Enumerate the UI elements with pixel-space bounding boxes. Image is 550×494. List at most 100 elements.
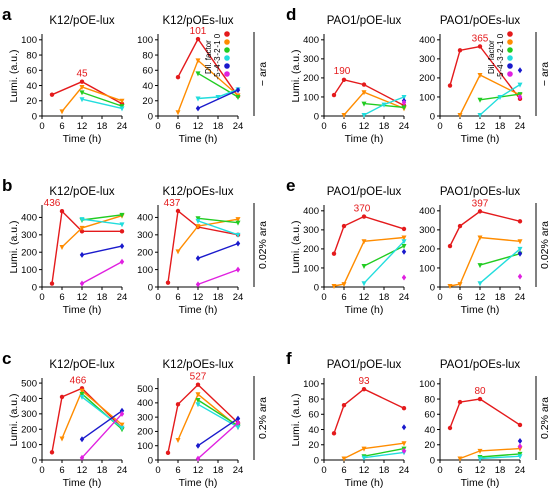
data-point [195, 382, 201, 387]
legend-label: -3 [213, 56, 222, 64]
data-point [517, 437, 523, 444]
data-point [215, 94, 221, 100]
y-tick-label: 40 [26, 81, 37, 92]
y-tick-label: 400 [137, 213, 153, 224]
panel-x-7: PAO1/pOEs-lux 0 100 200 300 400 0 6 12 18 24 Time (… [419, 15, 550, 145]
series-line [51, 209, 122, 284]
x-axis-label: Time (h) [63, 477, 102, 489]
data-point [401, 239, 407, 245]
panel-title: K12/pOE-lux [49, 359, 114, 371]
series-line [81, 410, 123, 440]
series-line [81, 396, 123, 429]
series-line [197, 418, 239, 447]
data-point [59, 436, 65, 442]
panel-title: K12/pOEs-lux [163, 186, 234, 198]
panel-b-2: b K12/pOE-lux 0 100 200 300 400 0 6 12 18 24 Time (h… [2, 176, 127, 316]
y-tick-label: 500 [21, 378, 37, 389]
y-tick-label: 0 [314, 111, 319, 122]
x-tick-label: 24 [515, 292, 526, 303]
data-point [49, 450, 55, 455]
x-tick-label: 6 [59, 121, 64, 132]
condition-label: 0.02% ara [257, 221, 269, 269]
x-tick-label: 12 [77, 292, 88, 303]
x-tick-label: 24 [233, 465, 244, 476]
y-axis-label: Lumi. (a.u.) [8, 393, 20, 446]
peak-value-label: 365 [472, 33, 489, 44]
data-point [165, 450, 171, 456]
y-tick-label: 0 [430, 282, 435, 293]
y-tick-label: 300 [137, 230, 153, 241]
series-line [343, 91, 405, 116]
data-point [401, 226, 407, 232]
x-axis-label: Time (h) [461, 133, 500, 145]
data-point [59, 394, 65, 400]
panel-letter: a [2, 5, 12, 24]
data-point [119, 258, 125, 265]
x-tick-label: 24 [117, 292, 128, 303]
data-point [175, 208, 181, 214]
data-point [119, 212, 125, 218]
x-tick-label: 6 [175, 121, 180, 132]
y-tick-label: 100 [419, 92, 435, 103]
series-line [81, 218, 123, 226]
data-point [59, 109, 65, 115]
peak-value-label: 45 [76, 69, 88, 80]
data-point [517, 239, 523, 245]
data-point [195, 105, 201, 112]
x-tick-label: 0 [321, 465, 326, 476]
data-point [79, 79, 85, 84]
data-point [331, 251, 337, 256]
x-axis-label: Time (h) [179, 133, 218, 145]
x-tick-label: 6 [341, 465, 346, 476]
legend-marker [224, 71, 230, 77]
data-point [79, 85, 85, 91]
data-point [477, 113, 483, 119]
y-tick-label: 40 [308, 425, 319, 436]
x-tick-label: 12 [359, 292, 370, 303]
y-tick-label: 100 [303, 379, 319, 390]
data-point [119, 243, 125, 250]
data-point [119, 410, 125, 417]
data-point [79, 90, 85, 96]
series-line [197, 89, 239, 110]
data-point [235, 87, 241, 94]
data-point [235, 419, 241, 426]
y-tick-label: 200 [419, 244, 435, 255]
y-tick-label: 300 [303, 225, 319, 236]
y-tick-label: 100 [21, 35, 37, 46]
data-point [361, 239, 367, 245]
data-point [381, 102, 387, 108]
data-point [341, 223, 347, 229]
data-point [517, 443, 523, 450]
x-tick-label: 6 [175, 465, 180, 476]
data-point [477, 235, 483, 241]
peak-value-label: 93 [358, 376, 370, 387]
data-point [361, 264, 367, 270]
legend-label: -1 [213, 40, 222, 48]
data-point [175, 402, 181, 407]
x-axis-label: Time (h) [345, 304, 384, 316]
x-axis-label: Time (h) [63, 133, 102, 145]
x-tick-label: 0 [155, 292, 160, 303]
series-line [333, 215, 405, 254]
data-point [119, 229, 125, 234]
legend-marker [507, 71, 513, 77]
data-point [331, 92, 337, 98]
data-point [235, 217, 241, 223]
y-tick-label: 0 [148, 455, 153, 466]
data-point [401, 424, 407, 431]
x-tick-label: 0 [437, 121, 442, 132]
data-point [195, 58, 201, 64]
y-tick-label: 400 [419, 35, 435, 46]
x-tick-label: 18 [213, 292, 224, 303]
panel-title: PAO1/pOE-lux [327, 15, 402, 27]
data-point [361, 214, 367, 219]
x-tick-label: 0 [39, 121, 44, 132]
y-tick-label: 0 [32, 455, 37, 466]
series-line [363, 451, 405, 459]
panel-x-1: K12/pOEs-lux 0 20 40 60 80 100 0 6 12 18 24 Time (h)… [137, 15, 269, 145]
y-tick-label: 400 [419, 206, 435, 217]
y-tick-label: 200 [21, 248, 37, 259]
data-point [235, 240, 241, 247]
y-tick-label: 80 [424, 394, 435, 405]
